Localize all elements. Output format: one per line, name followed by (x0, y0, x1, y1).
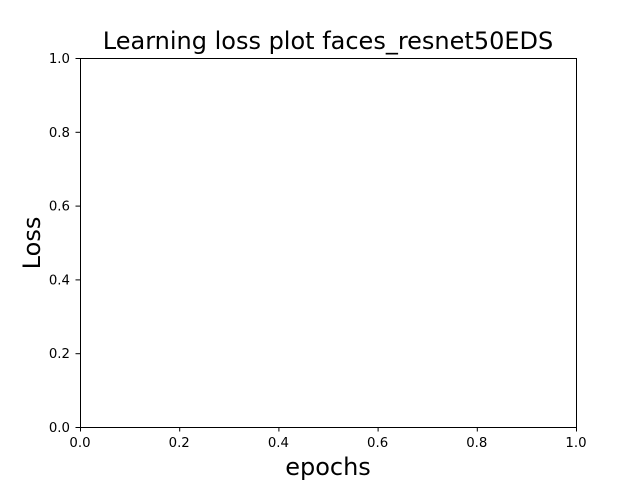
x-axis-label: epochs (285, 453, 371, 480)
y-tick-label: 0.4 (49, 273, 70, 288)
x-tick-label: 0.0 (69, 436, 90, 451)
x-tick-label: 0.8 (466, 436, 487, 451)
chart-title: Learning loss plot faces_resnet50EDS (103, 27, 553, 55)
y-axis-label: Loss (18, 217, 46, 270)
y-tick-label: 0.0 (49, 421, 70, 436)
y-tick-label: 0.6 (49, 200, 70, 215)
axes-frame (80, 58, 577, 428)
y-tick-label: 0.2 (49, 347, 70, 362)
x-axis: 0.0 0.2 0.4 0.6 0.8 1.0 (69, 427, 587, 451)
x-tick-label: 1.0 (565, 436, 586, 451)
y-axis: 0.0 0.2 0.4 0.6 0.8 1.0 (49, 52, 80, 436)
y-tick-label: 1.0 (49, 52, 70, 67)
x-tick-label: 0.4 (268, 436, 289, 451)
y-tick-label: 0.8 (49, 126, 70, 141)
x-tick-label: 0.2 (169, 436, 190, 451)
plot-area (80, 58, 577, 428)
x-tick-label: 0.6 (367, 436, 388, 451)
